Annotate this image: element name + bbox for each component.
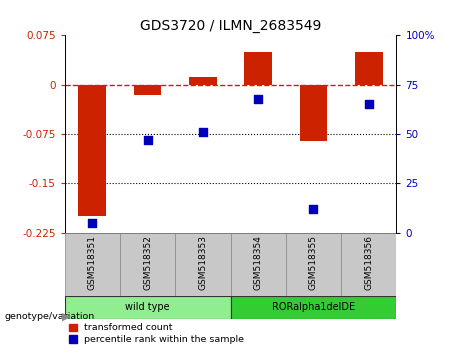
Bar bbox=[78, 85, 106, 216]
Point bbox=[89, 220, 96, 226]
Text: GSM518354: GSM518354 bbox=[254, 235, 263, 290]
Title: GDS3720 / ILMN_2683549: GDS3720 / ILMN_2683549 bbox=[140, 19, 321, 33]
FancyBboxPatch shape bbox=[120, 233, 175, 296]
Legend: transformed count, percentile rank within the sample: transformed count, percentile rank withi… bbox=[69, 324, 244, 344]
Point bbox=[254, 96, 262, 101]
Text: RORalpha1delDE: RORalpha1delDE bbox=[272, 302, 355, 313]
Text: ▶: ▶ bbox=[62, 312, 71, 322]
Bar bbox=[189, 77, 217, 85]
Bar bbox=[134, 85, 161, 95]
Bar bbox=[300, 85, 327, 141]
Point bbox=[365, 102, 372, 107]
FancyBboxPatch shape bbox=[230, 296, 396, 319]
FancyBboxPatch shape bbox=[175, 233, 230, 296]
Point bbox=[310, 206, 317, 212]
Text: genotype/variation: genotype/variation bbox=[5, 312, 95, 321]
Text: GSM518353: GSM518353 bbox=[198, 235, 207, 290]
Bar bbox=[355, 52, 383, 85]
Text: GSM518351: GSM518351 bbox=[88, 235, 97, 290]
FancyBboxPatch shape bbox=[230, 233, 286, 296]
FancyBboxPatch shape bbox=[65, 233, 120, 296]
Text: GSM518355: GSM518355 bbox=[309, 235, 318, 290]
Text: GSM518352: GSM518352 bbox=[143, 235, 152, 290]
FancyBboxPatch shape bbox=[341, 233, 396, 296]
Text: wild type: wild type bbox=[125, 302, 170, 313]
FancyBboxPatch shape bbox=[286, 233, 341, 296]
Text: GSM518356: GSM518356 bbox=[364, 235, 373, 290]
FancyBboxPatch shape bbox=[65, 296, 230, 319]
Bar bbox=[244, 52, 272, 85]
Point bbox=[144, 137, 151, 143]
Point bbox=[199, 129, 207, 135]
